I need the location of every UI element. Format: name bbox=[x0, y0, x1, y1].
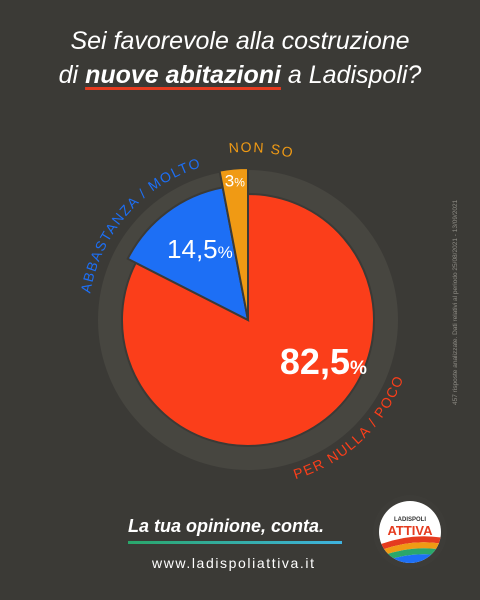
question-line-1: Sei favorevole alla costruzione bbox=[70, 27, 410, 55]
pie-slice-3 bbox=[218, 166, 249, 321]
question-prefix: di bbox=[58, 61, 79, 89]
pie-slices bbox=[121, 166, 375, 447]
question-line-2: di nuove abitazioni a Ladispoli? bbox=[0, 58, 480, 92]
ladispoli-attiva-logo: LADISPOLI ATTIVA bbox=[373, 495, 447, 569]
tagline-underline bbox=[128, 541, 342, 544]
logo-top-text: LADISPOLI bbox=[394, 517, 426, 523]
tagline: La tua opinione, conta. bbox=[128, 516, 325, 536]
slice-value-label: 3% bbox=[225, 172, 245, 191]
slice-value-label: 82,5% bbox=[280, 341, 367, 382]
slice-category-label: NON SO bbox=[228, 139, 296, 161]
survey-note: 457 risposte analizzate. Dati relativi a… bbox=[452, 199, 459, 405]
logo-main-text: ATTIVA bbox=[387, 523, 433, 538]
question-suffix: a Ladispoli? bbox=[287, 61, 422, 89]
question-emphasis: nuove abitazioni bbox=[85, 61, 281, 89]
website-link[interactable]: www.ladispoliattiva.it bbox=[152, 555, 316, 571]
poll-question: Sei favorevole alla costruzione di nuove… bbox=[0, 24, 480, 92]
pie-slice-2 bbox=[126, 186, 250, 322]
pie-value-labels: 82,5% 14,5% 3% bbox=[167, 172, 367, 382]
slice-value-label: 14,5% bbox=[167, 234, 233, 264]
